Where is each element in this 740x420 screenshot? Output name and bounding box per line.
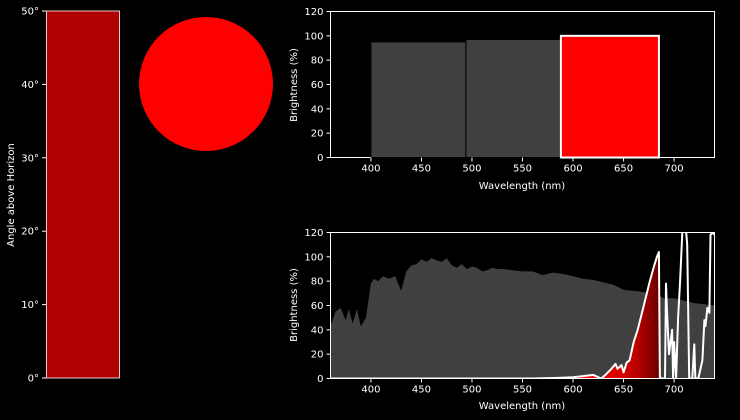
spectrum-y-tick-label: 40 <box>311 325 324 336</box>
elevation-y-tick-label: 50° <box>21 7 39 18</box>
band-bars <box>370 34 660 159</box>
spectrum-x-tick-label: 500 <box>462 385 481 396</box>
spectrum-chart: 400 450 500 550 600 650 700 0 20 40 60 80 100 120 Wa… <box>289 228 715 412</box>
band-x-tick-label: 400 <box>361 164 380 175</box>
spectrum-y-label: Brightness (%) <box>289 268 300 342</box>
band-x-tick-label: 700 <box>665 164 684 175</box>
elevation-bar <box>46 10 120 379</box>
elevation-y-tick-label: 20° <box>21 227 39 238</box>
band-x-tick-label: 550 <box>513 164 532 175</box>
spectrum-x-tick-label: 650 <box>614 385 633 396</box>
spectrum-x-tick-label: 450 <box>412 385 431 396</box>
band-x-tick-label: 450 <box>412 164 431 175</box>
band-x-tick-label: 600 <box>563 164 582 175</box>
spectrum-visible-line <box>330 232 714 378</box>
elevation-y-tick-label: 40° <box>21 80 39 91</box>
spectrum-y-tick-label: 60 <box>311 301 324 312</box>
spectrum-y-tick-label: 80 <box>311 277 324 288</box>
band-chart: 400 450 500 550 600 650 700 0 20 40 60 80 100 120 Wa… <box>289 7 715 192</box>
band-y-label: Brightness (%) <box>289 48 300 122</box>
spectrum-x-tick-label: 400 <box>361 385 380 396</box>
band-y-ticks: 0 20 40 60 80 100 120 <box>304 7 331 164</box>
spectrum-y-tick-label: 20 <box>311 350 324 361</box>
spectrum-x-tick-label: 550 <box>513 385 532 396</box>
spectrum-visible-fill <box>557 252 662 378</box>
band-x-label: Wavelength (nm) <box>479 181 565 192</box>
band-x-ticks: 400 450 500 550 600 650 700 <box>361 157 684 175</box>
elevation-y-tick-label: 30° <box>21 153 39 164</box>
spectrum-y-tick-label: 100 <box>304 252 323 263</box>
spectrum-x-tick-label: 600 <box>563 385 582 396</box>
spectrum-y-tick-label: 120 <box>304 228 323 239</box>
elevation-y-label: Angle above Horizon <box>6 143 17 247</box>
elevation-y-tick-label: 10° <box>21 300 39 311</box>
elevation-y-tick-label: 0° <box>28 374 39 385</box>
band-y-tick-label: 100 <box>304 31 323 42</box>
band-bar <box>370 41 467 159</box>
elevation-chart: 0° 10° 20° 30° 40° 50° Angle above Horizon <box>6 7 120 385</box>
band-y-tick-label: 0 <box>317 153 323 164</box>
band-y-tick-label: 20 <box>311 129 324 140</box>
band-y-tick-label: 40 <box>311 104 324 115</box>
band-x-tick-label: 500 <box>462 164 481 175</box>
band-bar <box>465 38 562 159</box>
spectrum-x-label: Wavelength (nm) <box>479 401 565 412</box>
spectrum-y-tick-label: 0 <box>317 374 323 385</box>
spectrum-y-ticks: 0 20 40 60 80 100 120 <box>304 228 331 385</box>
elevation-y-ticks: 0° 10° 20° 30° 40° 50° <box>21 7 46 385</box>
band-y-tick-label: 80 <box>311 56 324 67</box>
sun-chart <box>139 17 273 151</box>
sun-disc <box>139 17 273 151</box>
band-y-tick-label: 60 <box>311 80 324 91</box>
band-y-tick-label: 120 <box>304 7 323 18</box>
spectrum-x-tick-label: 700 <box>665 385 684 396</box>
band-x-tick-label: 650 <box>614 164 633 175</box>
band-bar-highlight <box>559 34 660 159</box>
spectrum-area <box>330 258 714 378</box>
spectrum-x-ticks: 400 450 500 550 600 650 700 <box>361 378 684 396</box>
